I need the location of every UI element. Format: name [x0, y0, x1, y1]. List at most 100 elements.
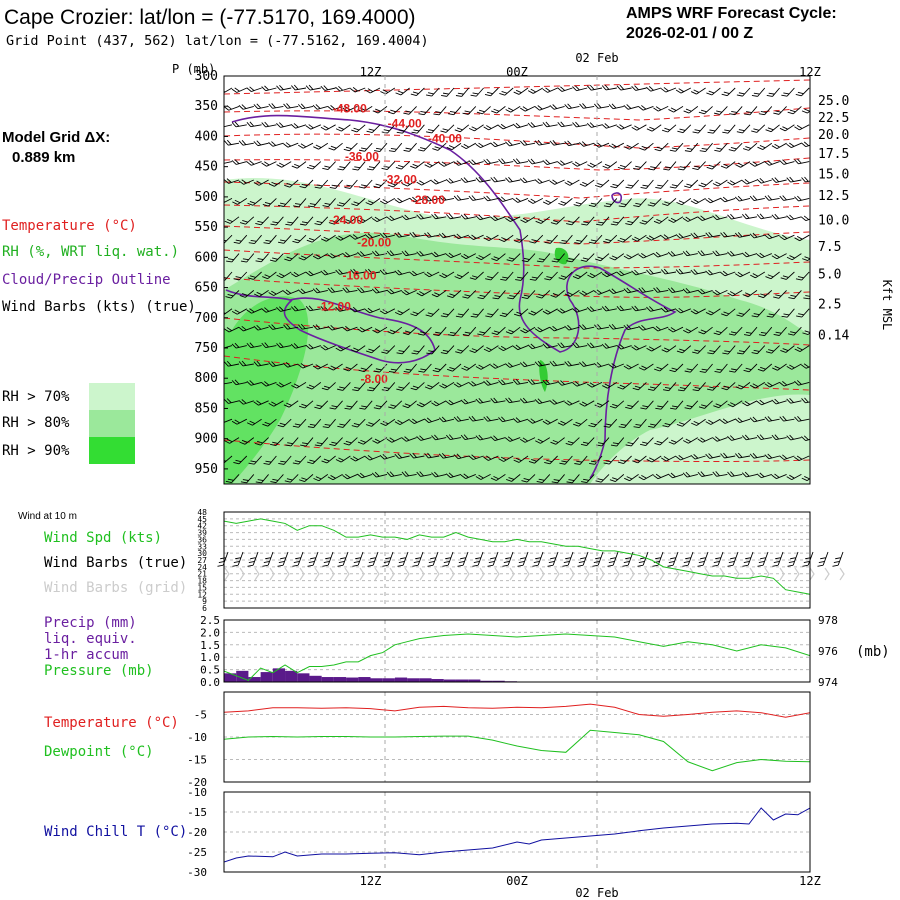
wind-barb-shaft — [773, 326, 787, 336]
wind-barb-shaft — [364, 233, 381, 239]
wind-barb — [588, 198, 603, 207]
wind-barb-shaft — [246, 121, 262, 128]
wind-barb-shaft — [721, 382, 736, 391]
wind-barb — [579, 400, 595, 407]
wind-barb — [781, 87, 795, 97]
wind-barb — [772, 363, 787, 371]
kft-tick-label: 22.5 — [818, 111, 849, 126]
wind-barb-shaft — [505, 326, 521, 335]
wind-barb-shaft — [335, 455, 351, 463]
wind-barb-shaft — [549, 325, 565, 332]
wind-barb-shaft — [351, 198, 366, 207]
wind-barb — [692, 124, 706, 134]
wind-barb-shaft — [409, 452, 425, 459]
wind-barb-shaft — [246, 418, 262, 426]
wind-barb — [298, 474, 314, 483]
wind-barb — [653, 105, 669, 112]
wind-barb-shaft — [246, 380, 262, 386]
wind-barb — [239, 437, 255, 445]
wind-barb-shaft — [653, 216, 669, 224]
wind-barb — [224, 418, 233, 424]
wind-barb-shaft — [742, 400, 758, 407]
wind-barb — [640, 179, 654, 189]
wind-barb-shaft — [579, 324, 595, 330]
wind-chevron — [479, 567, 485, 581]
wind-barb-shaft — [520, 326, 536, 334]
wind-barb — [231, 87, 247, 93]
wind-barb — [372, 106, 388, 114]
wind-barb-shaft — [468, 454, 484, 460]
wind-barb-shaft — [291, 84, 307, 91]
wind-barb-shaft — [544, 271, 558, 281]
wind-barb-shaft — [512, 417, 529, 423]
chart-title: Cape Crozier: lat/lon = (-77.5170, 169.4… — [4, 6, 416, 29]
wind-barb — [246, 380, 262, 386]
wind-barb-shaft — [639, 142, 654, 151]
wind-barb-shaft — [572, 381, 588, 387]
wind-barb — [284, 179, 299, 188]
wind-barb-shaft — [306, 382, 322, 390]
cross-section-frame — [223, 75, 811, 485]
wind-barb — [579, 179, 595, 187]
wind-barb — [290, 343, 307, 349]
wind-barb-shaft — [758, 326, 773, 337]
wind-barb — [410, 308, 425, 317]
windchill-label: Wind Chill T (°C) — [44, 824, 187, 840]
wind-barb — [468, 415, 484, 422]
wind-barb-shaft — [780, 271, 795, 280]
wind-barb — [572, 271, 588, 280]
wind-barb-shaft — [786, 253, 802, 261]
wind-barb — [246, 86, 262, 92]
wind-barb-shaft — [683, 326, 699, 334]
wind-barb — [491, 106, 506, 114]
wind-barb — [262, 418, 277, 427]
wind-tick-label: 15 — [197, 583, 207, 592]
wind-barb-shaft — [498, 455, 514, 462]
precip-tick-label: 2.5 — [200, 614, 220, 627]
wind-barb — [536, 474, 551, 483]
wind-barb — [749, 452, 765, 459]
wind-barb — [299, 400, 314, 409]
wind-barb-shaft — [498, 379, 514, 386]
wind-barb — [505, 362, 521, 368]
wind-barb-shaft — [579, 361, 595, 367]
wind-barb — [246, 418, 262, 426]
wind-barb-shaft — [794, 124, 810, 131]
wind-barb-shaft — [801, 363, 810, 369]
wind-barb-shaft — [268, 361, 284, 367]
wind-barb — [779, 381, 795, 387]
wind-barb-10m-shaft — [352, 551, 364, 567]
cloud-outline-small — [611, 192, 623, 204]
pressure-tick-label: 800 — [195, 371, 218, 386]
wind-barb — [312, 253, 329, 260]
wind-barb — [549, 325, 565, 332]
wind-barb — [320, 85, 336, 91]
wind-barb — [365, 198, 381, 206]
wind-barb — [424, 232, 440, 238]
wind-barb — [712, 436, 728, 442]
wind-barb-shaft — [386, 437, 402, 443]
wind-chevron — [584, 567, 590, 581]
wind-barb — [536, 253, 551, 263]
wind-barb-shaft — [603, 418, 618, 428]
wind-barb — [263, 234, 277, 245]
wind-barb-shaft — [276, 306, 292, 312]
wind-barb-shaft — [572, 85, 588, 92]
wind-barb-shaft — [453, 195, 469, 201]
wind-barb — [247, 271, 262, 280]
wind-barb — [261, 121, 277, 128]
wind-barb — [677, 382, 692, 392]
wind-barb — [707, 124, 721, 134]
wind-barb — [586, 122, 603, 128]
wind-barb-shaft — [445, 434, 462, 440]
precip-bar — [370, 678, 383, 682]
temperature-line — [224, 703, 810, 718]
wind-barb — [305, 124, 321, 130]
wind-barb-shaft — [527, 158, 543, 165]
wind-barb — [683, 437, 699, 444]
wind-barb-shaft — [714, 363, 728, 373]
wind-barb-shaft — [483, 195, 499, 202]
wind-barb — [350, 306, 366, 313]
wind-barb-shaft — [263, 234, 277, 245]
wind-barb-shaft — [535, 437, 551, 444]
